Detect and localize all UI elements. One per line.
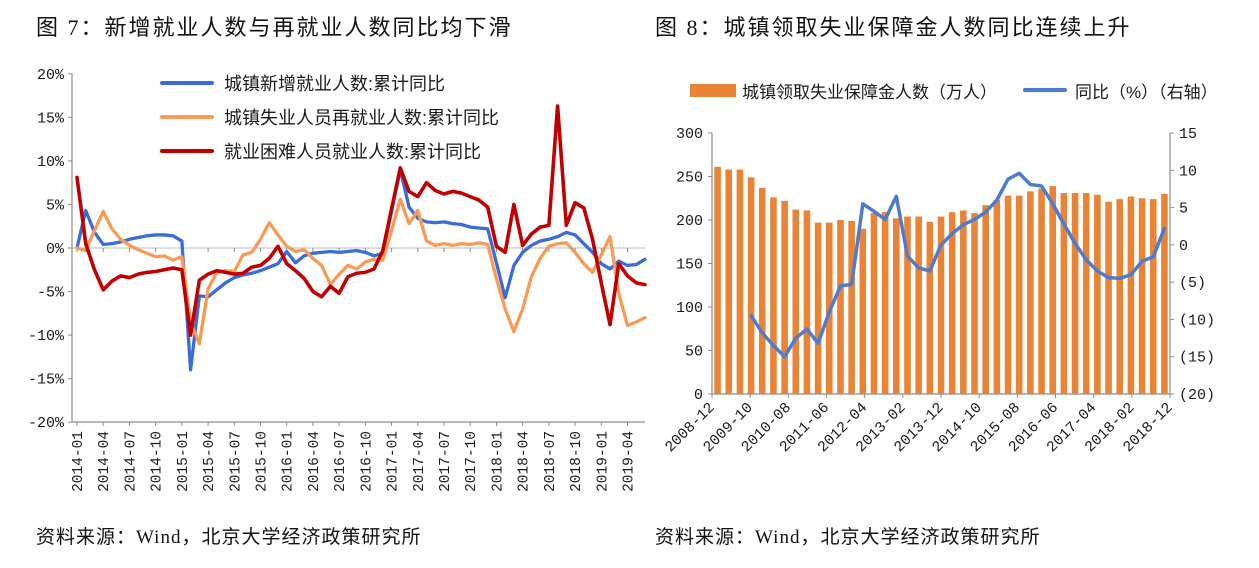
svg-text:2018-07: 2018-07	[543, 431, 559, 492]
svg-text:2018-10: 2018-10	[569, 431, 585, 492]
figure8-title: 图 8：城镇领取失业保障金人数同比连续上升	[655, 15, 1132, 40]
svg-text:10%: 10%	[37, 154, 65, 171]
svg-text:150: 150	[676, 257, 703, 274]
svg-text:2018-01: 2018-01	[490, 431, 506, 492]
svg-text:15%: 15%	[37, 110, 65, 127]
figure7-source: 资料来源：Wind，北京大学经济政策研究所	[36, 527, 422, 548]
figure8-source: 资料来源：Wind，北京大学经济政策研究所	[655, 527, 1041, 548]
line-swatch-red	[160, 149, 214, 153]
figure7-legend: 城镇新增就业人数:累计同比 城镇失业人员再就业人数:累计同比 就业困难人员就业人…	[160, 66, 499, 168]
legend-item-new-employment: 城镇新增就业人数:累计同比	[160, 66, 499, 100]
svg-text:250: 250	[676, 170, 703, 187]
svg-text:(5): (5)	[1179, 275, 1206, 292]
legend-label-line: 同比（%）（右轴）	[1075, 82, 1218, 102]
svg-text:2016-07: 2016-07	[333, 431, 349, 492]
svg-text:2019-01: 2019-01	[595, 431, 611, 492]
svg-text:2017-07: 2017-07	[438, 431, 454, 492]
figure8-bar-line-chart: 300250200150100500151050(5)(10)(15)(20)2…	[662, 126, 1215, 456]
line-swatch-blue	[160, 81, 214, 85]
svg-text:2014-04: 2014-04	[97, 431, 113, 492]
svg-text:(20): (20)	[1179, 387, 1215, 404]
svg-text:5: 5	[1179, 201, 1188, 218]
svg-text:-15%: -15%	[28, 372, 65, 389]
bar-swatch-orange	[690, 83, 736, 97]
legend-label: 就业困难人员就业人数:累计同比	[224, 142, 481, 162]
svg-text:2017-10: 2017-10	[464, 431, 480, 492]
svg-text:0: 0	[1179, 238, 1188, 255]
svg-text:20%: 20%	[37, 67, 65, 84]
svg-text:0: 0	[694, 387, 703, 404]
svg-text:100: 100	[676, 300, 703, 317]
svg-text:50: 50	[685, 344, 703, 361]
svg-text:200: 200	[676, 213, 703, 230]
svg-text:-10%: -10%	[28, 328, 65, 345]
svg-text:2018-04: 2018-04	[517, 431, 533, 492]
svg-text:2017-04: 2017-04	[412, 431, 428, 492]
svg-text:2015-10: 2015-10	[254, 431, 270, 492]
svg-text:300: 300	[676, 126, 703, 143]
svg-text:2015-04: 2015-04	[202, 431, 218, 492]
svg-text:2017-01: 2017-01	[386, 431, 402, 492]
svg-text:2015-01: 2015-01	[176, 431, 192, 492]
figure7-title: 图 7：新增就业人数与再就业人数同比均下滑	[36, 15, 513, 40]
legend-label: 城镇新增就业人数:累计同比	[224, 74, 445, 94]
legend-item-reemployment: 城镇失业人员再就业人数:累计同比	[160, 100, 499, 134]
svg-text:15: 15	[1179, 126, 1197, 143]
svg-text:2019-04: 2019-04	[621, 431, 637, 492]
svg-text:2014-01: 2014-01	[71, 431, 87, 492]
svg-text:2014-10: 2014-10	[150, 431, 166, 492]
svg-text:2016-01: 2016-01	[281, 431, 297, 492]
svg-text:2016-04: 2016-04	[307, 431, 323, 492]
svg-text:(15): (15)	[1179, 350, 1215, 367]
figure8-legend: 城镇领取失业保障金人数（万人） 同比（%）（右轴）	[690, 78, 1218, 102]
legend-label: 城镇失业人员再就业人数:累计同比	[224, 108, 499, 128]
legend-label-bars: 城镇领取失业保障金人数（万人）	[742, 82, 997, 102]
svg-text:10: 10	[1179, 163, 1197, 180]
svg-text:-5%: -5%	[37, 285, 65, 302]
svg-text:0%: 0%	[46, 241, 65, 258]
line-swatch-orange	[160, 115, 214, 119]
svg-text:-20%: -20%	[28, 415, 65, 432]
svg-text:2015-07: 2015-07	[228, 431, 244, 492]
svg-text:2016-10: 2016-10	[359, 431, 375, 492]
svg-text:5%: 5%	[46, 197, 65, 214]
legend-item-difficult-employment: 就业困难人员就业人数:累计同比	[160, 134, 499, 168]
svg-text:2014-07: 2014-07	[123, 431, 139, 492]
figure7-line-chart: 20% 15% 10% 5% 0% -5% -10% -15% -20% 2014-01 2014-…	[28, 67, 647, 492]
line-swatch-blue	[1023, 88, 1067, 92]
svg-text:(10): (10)	[1179, 312, 1215, 329]
